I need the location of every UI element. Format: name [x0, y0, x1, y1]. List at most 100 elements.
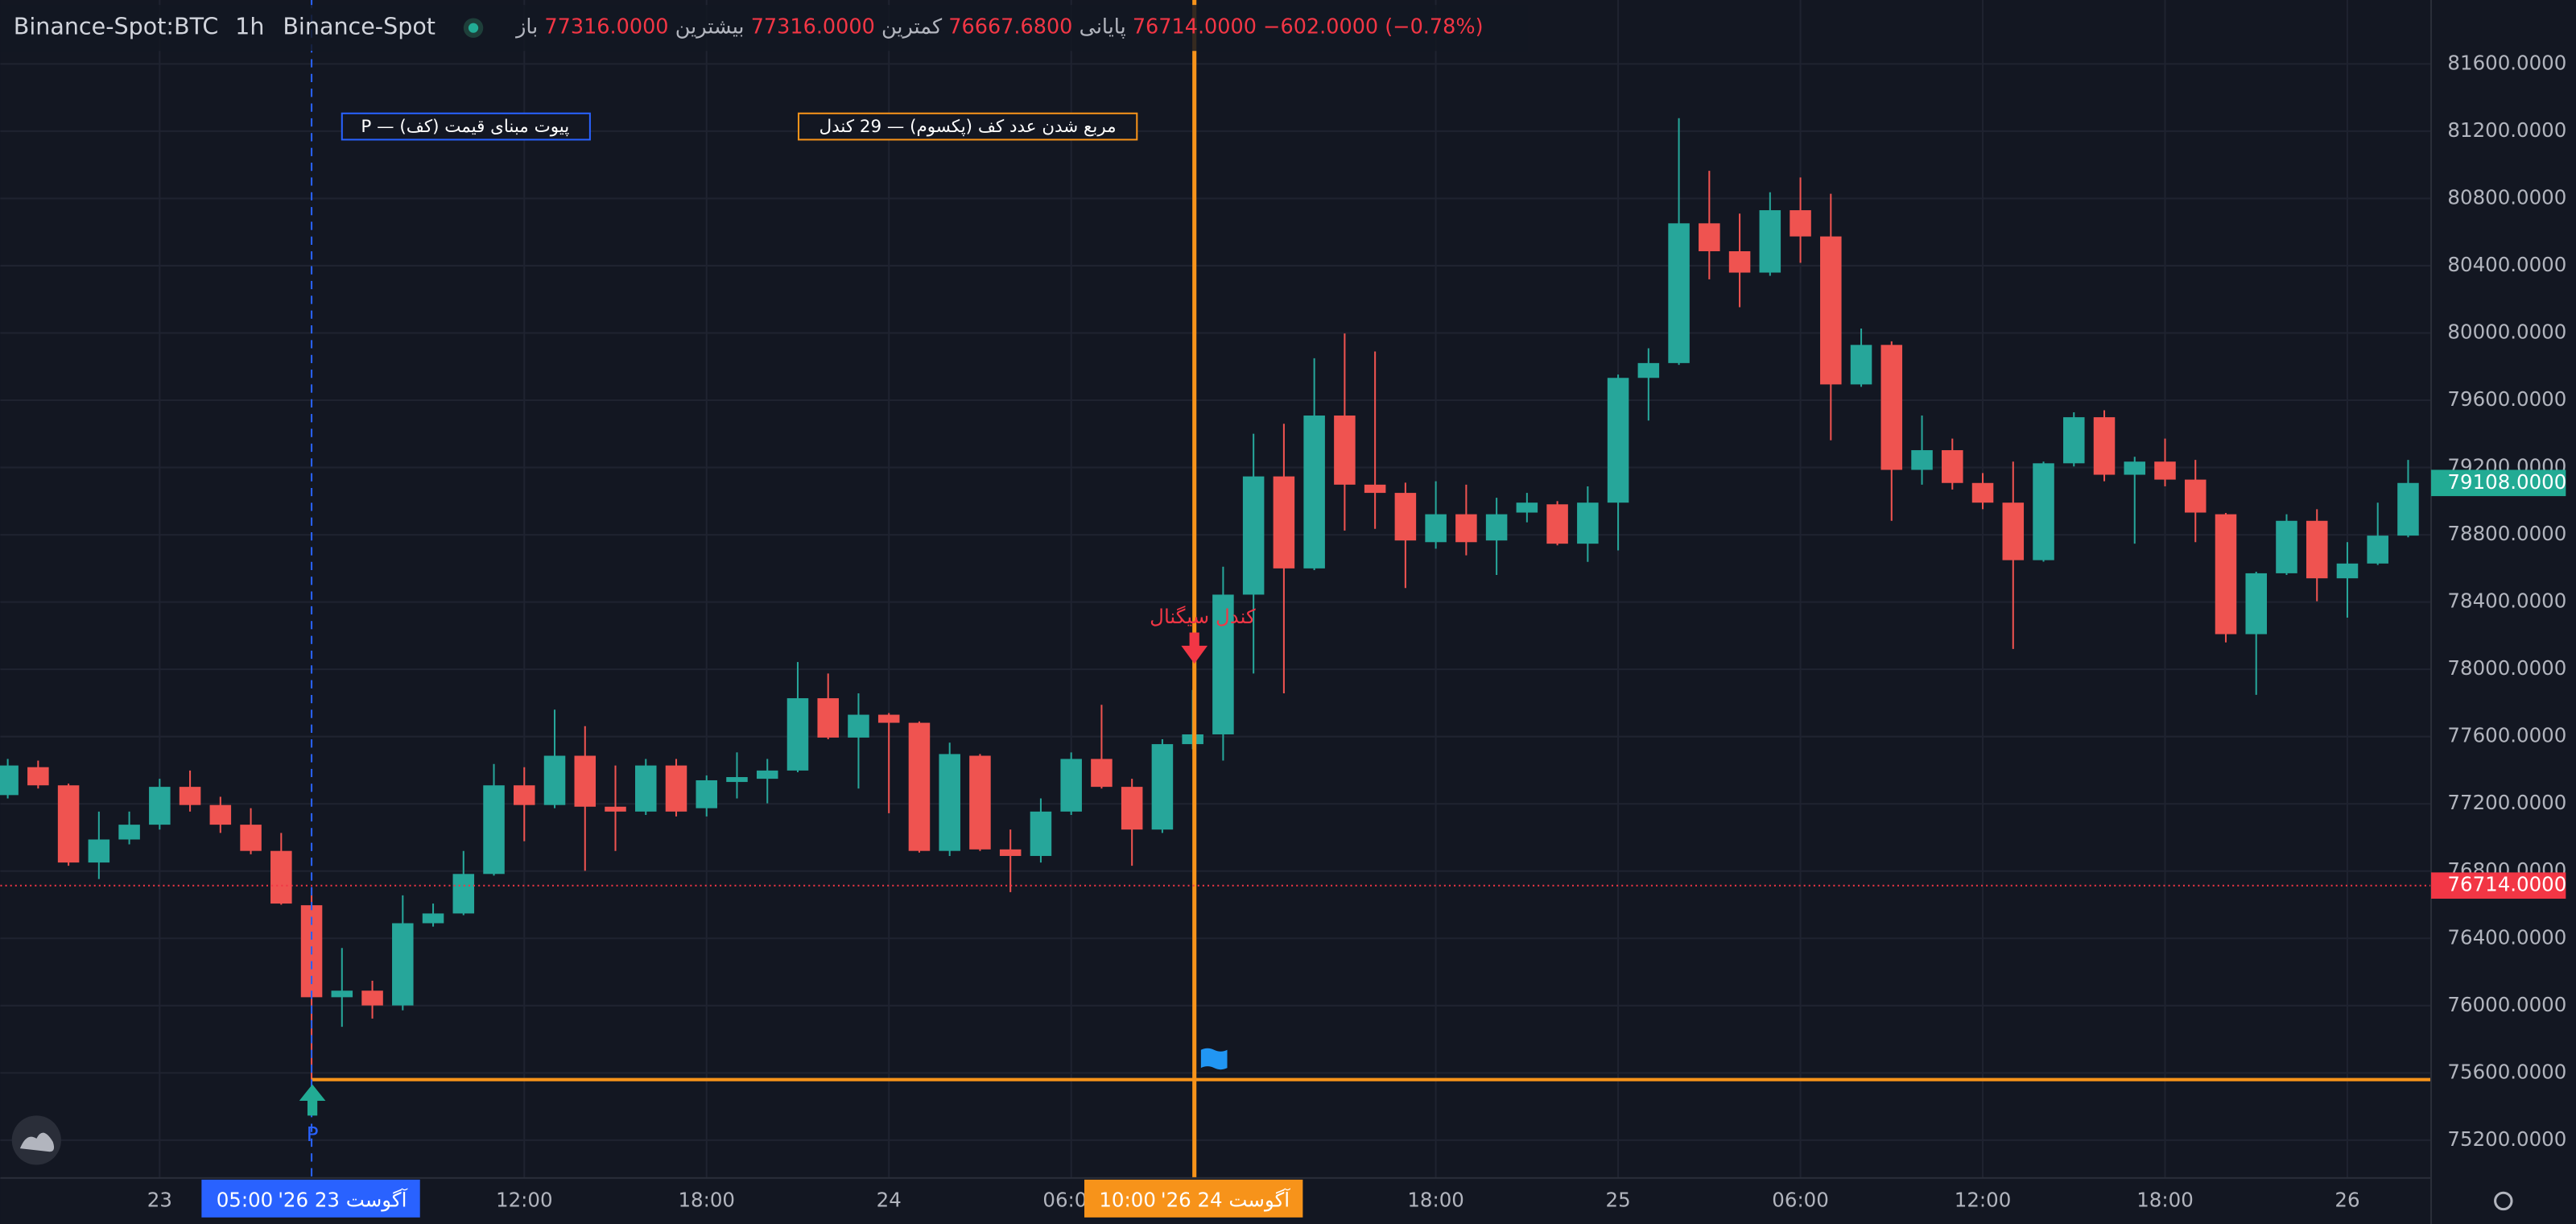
- cursor-date: '26 آگوست 23: [278, 1188, 407, 1211]
- y-tick-label: 79600.0000: [2447, 387, 2566, 411]
- candle-body: [1091, 759, 1113, 788]
- y-tick-label: 78800.0000: [2447, 522, 2566, 545]
- candle-body: [57, 785, 80, 863]
- candle-body: [270, 850, 292, 904]
- x-tick-label: 18:00: [678, 1188, 735, 1211]
- candle-body: [1699, 223, 1720, 251]
- candle-body: [848, 714, 869, 738]
- price-tag: [2431, 872, 2566, 899]
- x-tick-label: 12:00: [1955, 1188, 2012, 1211]
- candle-body: [422, 913, 444, 924]
- price-tag-label: 79108.0000: [2447, 470, 2566, 494]
- flag: [1200, 1048, 1228, 1070]
- x-tick-label: 24: [877, 1188, 902, 1211]
- ohlc-value: 77316.0000: [544, 15, 668, 39]
- ohlc-value: 77316.0000: [751, 15, 875, 39]
- ohlc-value: 76667.6800: [948, 15, 1072, 39]
- candle-body: [1394, 493, 1417, 541]
- y-tick-label: 76000.0000: [2447, 993, 2566, 1016]
- cursor-time: 05:00: [217, 1188, 274, 1211]
- candle-body: [1577, 502, 1599, 544]
- candle-body: [1121, 787, 1143, 830]
- ohlc-label: کمترین: [881, 15, 943, 39]
- cursor-time-box: [201, 1179, 420, 1218]
- x-tick-label: 26: [2334, 1188, 2359, 1211]
- x-tick-label: 25: [1606, 1188, 1631, 1211]
- candle-body: [483, 785, 505, 875]
- ohlc-label: پایانی: [1080, 15, 1126, 39]
- candle-body: [2276, 520, 2297, 573]
- ohlc-label: باز: [514, 15, 538, 39]
- candle-body: [1637, 362, 1660, 378]
- x-tick-label: 18:00: [2136, 1188, 2194, 1211]
- y-tick-label: 80800.0000: [2447, 185, 2566, 209]
- y-tick-label: 80000.0000: [2447, 320, 2566, 343]
- candle-body: [392, 923, 414, 1006]
- header-bg: [0, 5, 1528, 52]
- signal-label: کندل سیگنال: [1150, 605, 1256, 628]
- candle-body: [2154, 461, 2176, 480]
- x-tick-label: 12:00: [496, 1188, 553, 1211]
- candle-body: [209, 804, 232, 825]
- candle-body: [1334, 416, 1356, 485]
- squaring-box-label: مربع شدن عدد کف (پکسوم) — 29 کندل: [819, 117, 1117, 137]
- candle-body: [1151, 744, 1174, 830]
- candle-body: [1850, 345, 1872, 385]
- candle-body: [1425, 514, 1447, 543]
- candle-body: [1942, 450, 1963, 483]
- candle-body: [1516, 502, 1538, 513]
- y-tick-label: 75600.0000: [2447, 1060, 2566, 1083]
- candle-body: [1303, 416, 1325, 569]
- y-tick-label: 77600.0000: [2447, 724, 2566, 747]
- candle-body: [2124, 461, 2146, 475]
- settings-icon[interactable]: [2494, 1191, 2513, 1211]
- candle-body: [1242, 476, 1265, 595]
- candle-body: [726, 777, 748, 783]
- candle-body: [240, 825, 262, 851]
- candle-body: [939, 754, 960, 851]
- candle-body: [149, 787, 171, 825]
- candle-body: [634, 765, 657, 812]
- candle-body: [2306, 520, 2328, 579]
- candle-body: [1060, 759, 1082, 812]
- candle-body: [1030, 811, 1052, 856]
- candle-body: [2397, 482, 2419, 536]
- x-tick-label: 06:00: [1772, 1188, 1829, 1211]
- y-tick-label: 77200.0000: [2447, 791, 2566, 814]
- price-tag-label: 76714.0000: [2447, 873, 2566, 896]
- ohlc-value: 76714.0000: [1133, 15, 1257, 39]
- candle-body: [331, 990, 353, 998]
- candle-body: [665, 765, 687, 812]
- candle-body: [88, 839, 110, 863]
- symbol: Binance-Spot:BTC: [14, 13, 219, 40]
- y-tick-label: 81600.0000: [2447, 51, 2566, 74]
- y-tick-label: 81200.0000: [2447, 118, 2566, 142]
- candle-body: [574, 755, 597, 807]
- y-tick-label: 78400.0000: [2447, 589, 2566, 613]
- candle-body: [2336, 563, 2359, 579]
- candle-body: [605, 806, 626, 812]
- x-tick-label: 18:00: [1407, 1188, 1464, 1211]
- candle-body: [514, 785, 535, 805]
- candle-body: [1212, 594, 1234, 734]
- candle-body: [1790, 210, 1811, 237]
- candle-body: [0, 765, 19, 796]
- candle-body: [786, 698, 809, 771]
- candle-body: [1971, 482, 1994, 503]
- candle-body: [999, 849, 1022, 856]
- pivot-box-label: P — پیوت مبنای قیمت (کف): [361, 117, 569, 137]
- exchange: Binance-Spot: [283, 13, 436, 40]
- pivot-arrow: [299, 1084, 326, 1116]
- y-tick-label: 80400.0000: [2447, 253, 2566, 276]
- candle-body: [756, 770, 778, 779]
- candle-body: [877, 714, 900, 723]
- candle-body: [2367, 536, 2388, 564]
- candle-body: [969, 755, 991, 850]
- candle-body: [2002, 502, 2025, 560]
- candle-body: [2215, 514, 2237, 635]
- candle-body: [1364, 484, 1386, 494]
- y-tick-label: 75200.0000: [2447, 1127, 2566, 1151]
- candle-body: [118, 825, 140, 840]
